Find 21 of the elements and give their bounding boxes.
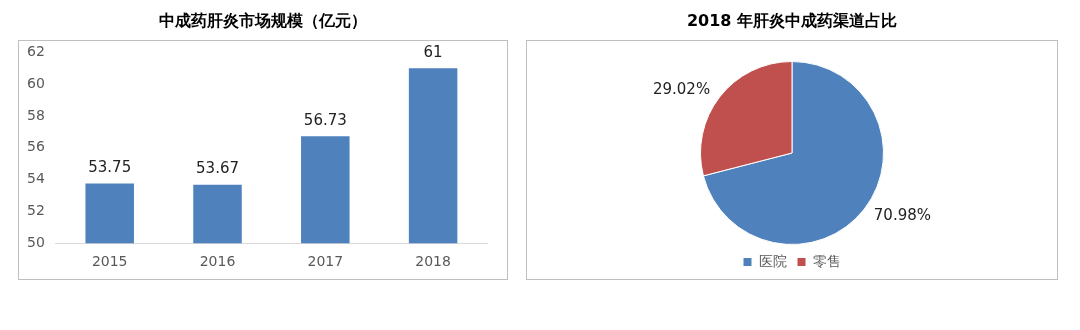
y-tick-label: 62 bbox=[26, 43, 45, 60]
x-tick-label: 2016 bbox=[199, 253, 236, 270]
legend-label: 医院 bbox=[759, 252, 787, 269]
y-tick-label: 56 bbox=[26, 138, 45, 155]
y-tick-label: 58 bbox=[26, 106, 45, 123]
y-tick-label: 50 bbox=[26, 233, 45, 250]
legend-label: 零售 bbox=[813, 252, 841, 269]
data-label: 53.75 bbox=[88, 157, 132, 176]
data-label: 70.98% bbox=[873, 206, 932, 225]
data-label: 56.73 bbox=[303, 110, 347, 129]
y-tick-label: 52 bbox=[26, 202, 45, 219]
chart-title: 中成药肝炎市场规模（亿元） bbox=[159, 10, 367, 32]
y-tick-label: 54 bbox=[26, 170, 45, 187]
chart-title: 2018 年肝炎中成药渠道占比 bbox=[686, 10, 898, 32]
x-tick-label: 2018 bbox=[415, 253, 451, 270]
x-tick-label: 2015 bbox=[91, 253, 128, 270]
data-label: 53.67 bbox=[196, 159, 239, 178]
data-label: 29.02% bbox=[652, 79, 711, 98]
x-tick-label: 2017 bbox=[307, 253, 344, 270]
y-tick-label: 60 bbox=[26, 74, 45, 91]
data-label: 61 bbox=[423, 42, 443, 61]
